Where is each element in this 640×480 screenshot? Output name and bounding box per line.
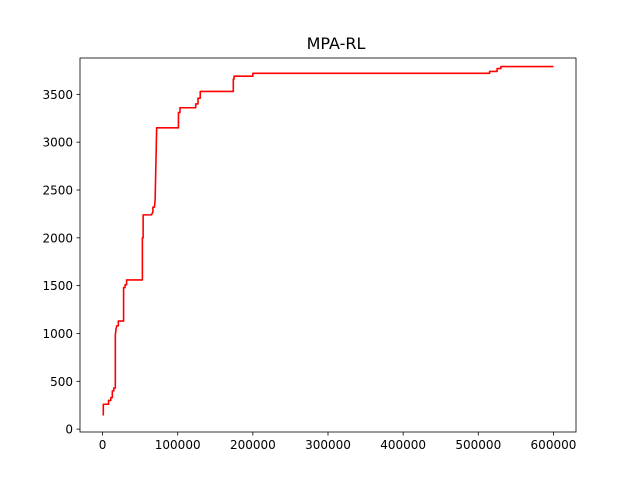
y-tick-label: 2000 <box>42 231 73 245</box>
y-tick-label: 3000 <box>42 136 73 150</box>
plot-area <box>79 57 577 433</box>
y-tick-label: 500 <box>50 375 73 389</box>
y-tick-label: 0 <box>65 423 73 437</box>
x-tick-label: 300000 <box>305 438 351 452</box>
y-tick-label: 1000 <box>42 327 73 341</box>
x-axis: 0 100000 200000 300000 400000 500000 600000 <box>99 432 577 452</box>
x-tick-label: 500000 <box>455 438 501 452</box>
x-tick-label: 400000 <box>380 438 426 452</box>
x-tick-label: 600000 <box>531 438 577 452</box>
x-tick-label: 100000 <box>155 438 201 452</box>
y-tick-label: 3500 <box>42 88 73 102</box>
chart-title: MPA-RL <box>307 34 366 53</box>
x-tick-label: 0 <box>99 438 107 452</box>
series-line-0 <box>102 65 554 416</box>
series-layer <box>102 65 554 416</box>
plot-frame <box>79 57 577 433</box>
y-tick-label: 1500 <box>42 279 73 293</box>
x-tick-label: 200000 <box>230 438 276 452</box>
y-axis: 0 500 1000 1500 2000 2500 3000 3500 <box>42 88 80 437</box>
y-tick-label: 2500 <box>42 184 73 198</box>
